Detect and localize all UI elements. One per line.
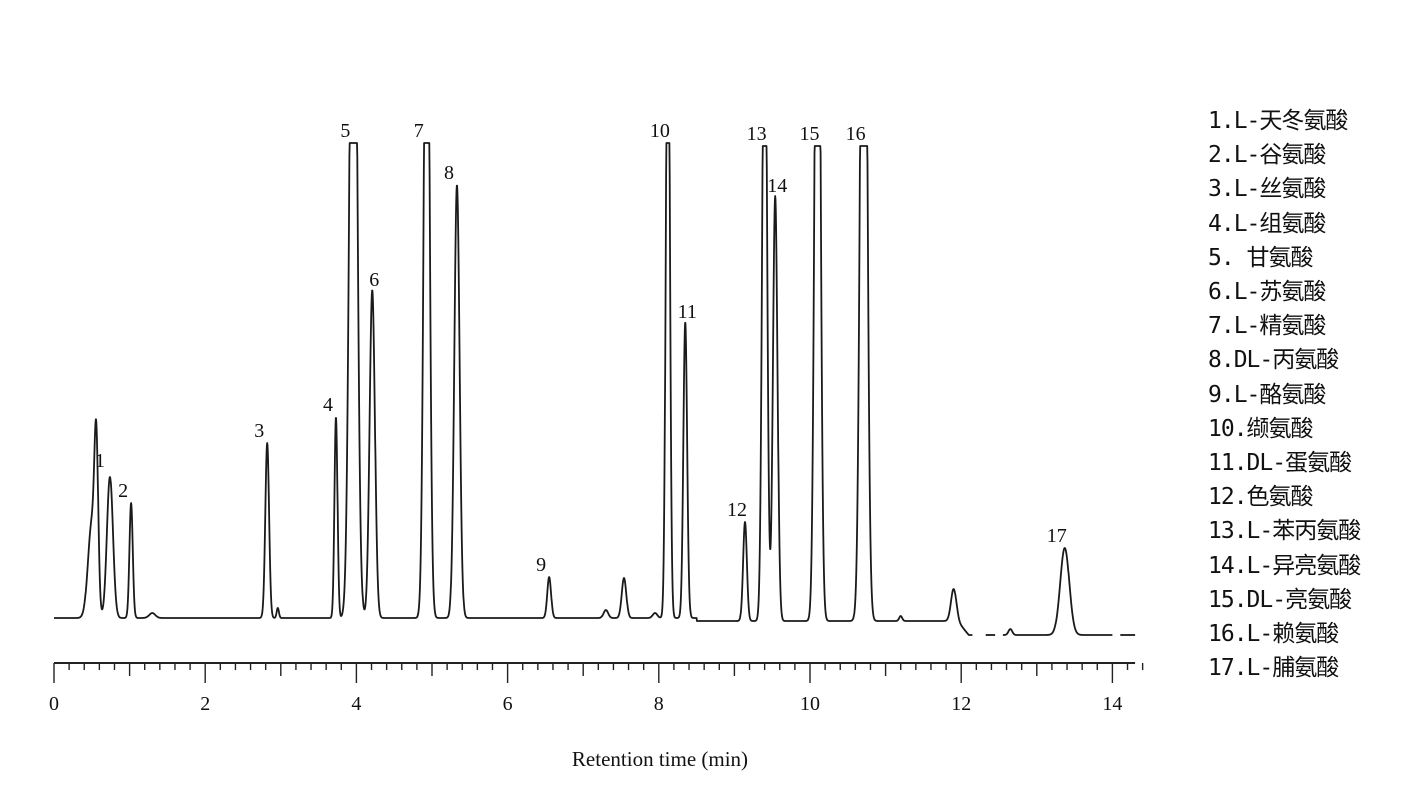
peak-label: 17 [1047, 525, 1067, 547]
x-tick-label: 12 [951, 693, 971, 715]
trace [53, 142, 1136, 636]
x-tick-label: 8 [654, 693, 664, 715]
legend-item: 4.L-组氨酸 [1208, 210, 1326, 237]
peak-label: 2 [118, 480, 128, 502]
peak-label: 14 [767, 175, 787, 197]
x-tick-label: 10 [800, 693, 820, 715]
legend-item: 15.DL-亮氨酸 [1208, 586, 1352, 613]
legend-item: 7.L-精氨酸 [1208, 313, 1326, 340]
legend-item: 9.L-酪氨酸 [1208, 381, 1326, 408]
peak-label: 4 [323, 394, 333, 416]
x-axis: 0 2 4 6 8 10 12 14 [49, 662, 1144, 715]
x-tick-label: 2 [200, 693, 210, 715]
x-axis-label: Retention time (min) [572, 747, 748, 771]
chromatogram-line [1002, 547, 1113, 636]
legend-item: 10.缬氨酸 [1208, 415, 1314, 442]
peak-label: 16 [846, 123, 866, 145]
peak-label: 1 [95, 450, 105, 472]
legend-item: 16.L-赖氨酸 [1208, 621, 1339, 648]
peak-label: 12 [727, 499, 747, 521]
legend-item: 13.L-苯丙氨酸 [1208, 518, 1361, 545]
legend-item: 14.L-异亮氨酸 [1208, 552, 1361, 579]
legend-item: 6.L-苏氨酸 [1208, 279, 1326, 306]
legend-item: 12.色氨酸 [1208, 484, 1314, 511]
peak-label: 8 [444, 162, 454, 184]
legend: 1.L-天冬氨酸 2.L-谷氨酸 3.L-丝氨酸 4.L-组氨酸 5. 甘氨酸 6.L-苏… [1208, 104, 1361, 685]
peak-label: 13 [747, 123, 767, 145]
legend-item: 11.DL-蛋氨酸 [1208, 450, 1352, 477]
peak-label: 9 [536, 554, 546, 576]
peak-label: 6 [369, 269, 379, 291]
x-tick-label: 4 [351, 693, 361, 715]
legend-item: 5. 甘氨酸 [1208, 244, 1314, 271]
legend-item: 8.DL-丙氨酸 [1208, 347, 1339, 374]
x-tick-label: 0 [49, 693, 59, 715]
chromatogram-line [53, 142, 973, 636]
peak-label: 10 [650, 120, 670, 142]
legend-item: 3.L-丝氨酸 [1208, 176, 1326, 203]
x-tick-label: 6 [503, 693, 513, 715]
peak-label: 5 [340, 120, 350, 142]
legend-item: 17.L-脯氨酸 [1208, 655, 1339, 682]
legend-item: 1.L-天冬氨酸 [1208, 108, 1348, 134]
peak-label: 7 [414, 120, 424, 142]
peak-label: 15 [800, 123, 820, 145]
peak-label: 11 [678, 301, 697, 323]
peak-label: 3 [254, 420, 264, 442]
x-tick-label: 14 [1102, 693, 1122, 715]
legend-item: 2.L-谷氨酸 [1208, 142, 1326, 169]
